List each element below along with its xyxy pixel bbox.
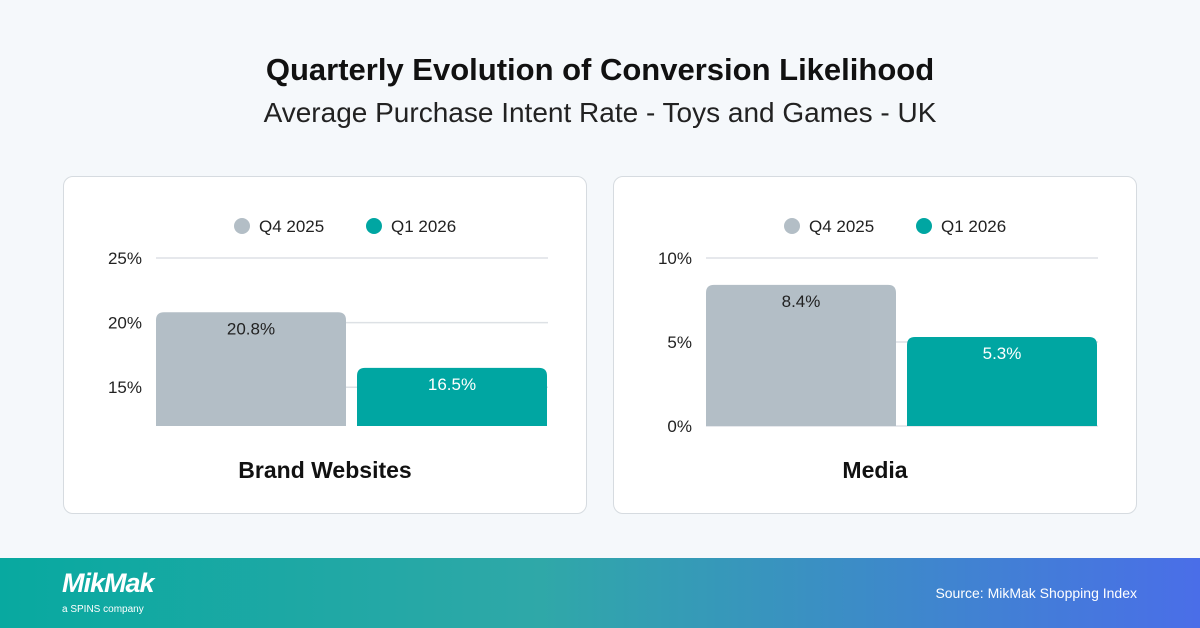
bar — [156, 312, 346, 426]
chart-brand-websites: Q4 2025 Q1 2026 15% 20% 25% 20.8% 16.5% Brand W… — [108, 217, 548, 483]
bar — [706, 284, 896, 426]
bar — [357, 367, 547, 426]
y-tick-label: 10% — [658, 249, 692, 268]
logo-tagline: a SPINS company — [62, 604, 144, 615]
mikmak-logo: MikMak — [62, 568, 155, 598]
legend-swatch — [916, 218, 932, 234]
legend-swatch — [234, 218, 250, 234]
legend-label: Q1 2026 — [941, 217, 1006, 236]
data-label: 16.5% — [428, 375, 476, 394]
data-label: 8.4% — [782, 292, 821, 311]
legend-label: Q1 2026 — [391, 217, 456, 236]
y-tick-label: 5% — [667, 333, 692, 352]
chart-title: Media — [842, 457, 907, 483]
y-tick-label: 0% — [667, 417, 692, 436]
source-note: Source: MikMak Shopping Index — [935, 585, 1137, 601]
data-label: 20.8% — [227, 319, 275, 338]
legend-swatch — [366, 218, 382, 234]
chart-panel-media: Q4 2025 Q1 2026 0% 5% 10% 8.4% 5.3% Media — [613, 176, 1137, 514]
chart-media: Q4 2025 Q1 2026 0% 5% 10% 8.4% 5.3% Media — [658, 217, 1098, 483]
bar — [907, 336, 1097, 426]
page-subtitle: Average Purchase Intent Rate - Toys and … — [263, 97, 937, 128]
legend-label: Q4 2025 — [259, 217, 324, 236]
chart-panel-brand-websites: Q4 2025 Q1 2026 15% 20% 25% 20.8% 16.5% Brand W… — [63, 176, 587, 514]
y-tick-label: 25% — [108, 249, 142, 268]
footer: MikMak a SPINS company Source: MikMak Sh… — [0, 558, 1200, 628]
y-tick-label: 20% — [108, 314, 142, 333]
legend-label: Q4 2025 — [809, 217, 874, 236]
page-title: Quarterly Evolution of Conversion Likeli… — [265, 52, 935, 87]
chart-title: Brand Websites — [238, 457, 411, 483]
legend-swatch — [784, 218, 800, 234]
y-tick-label: 15% — [108, 378, 142, 397]
data-label: 5.3% — [983, 344, 1022, 363]
